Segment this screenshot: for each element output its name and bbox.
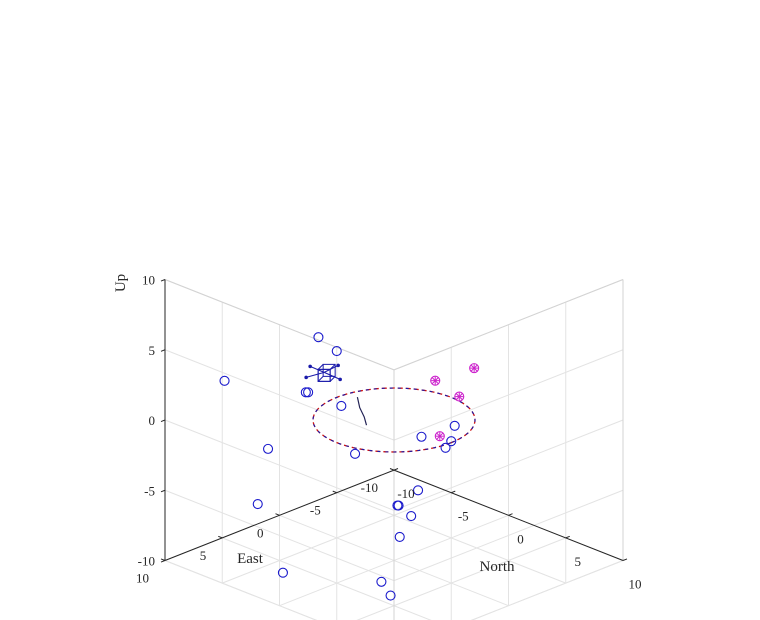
marker-point: [446, 436, 457, 447]
vehicle-edge: [317, 364, 324, 370]
marker-point: [440, 442, 451, 453]
marker-ring: [469, 363, 480, 374]
north-tick: [565, 535, 570, 539]
grid-line: [393, 419, 624, 511]
tick-labels: -10 -5 0 5 10 -10 -5 0 5 10 -10 -5 0 5 10: [136, 273, 642, 592]
x-tick-label: 0: [517, 531, 524, 546]
marker-point: [394, 531, 405, 542]
y-axis-label: East: [237, 551, 264, 567]
grid-line: [222, 537, 432, 620]
z-tick-label: 10: [142, 273, 155, 288]
marker-point: [331, 345, 342, 357]
east-tick: [332, 490, 337, 494]
grid-line: [164, 560, 318, 620]
marker-point: [313, 332, 324, 343]
grid-line: [164, 419, 395, 511]
axes-box: [160, 279, 628, 620]
east-tick: [389, 468, 395, 471]
grid-line: [356, 537, 566, 620]
x-tick-label: 10: [629, 577, 642, 592]
y-tick-label: -5: [310, 503, 321, 518]
up-tick: [160, 419, 166, 423]
x-axis-label: North: [480, 559, 515, 575]
north-tick: [622, 558, 628, 561]
z-tick-label: 5: [149, 343, 156, 358]
vehicle-body-back: [322, 363, 336, 377]
marker-point: [412, 485, 424, 496]
marker-ring: [430, 375, 441, 386]
marker-cross: [431, 377, 439, 385]
highlighted-marker: [469, 363, 480, 374]
vehicle-antenna: [323, 371, 341, 380]
highlighted-marker: [434, 431, 445, 442]
z-tick-label: -5: [144, 483, 155, 498]
grid-line: [393, 349, 624, 441]
marker-point: [416, 431, 427, 442]
orbit-layer: [312, 387, 476, 453]
y-tick-label: -10: [361, 480, 378, 495]
highlighted-marker: [454, 391, 465, 402]
marker-point: [350, 448, 361, 459]
marker-point: [385, 590, 396, 601]
box-edge: [393, 279, 624, 371]
vehicle-antenna-tip: [336, 363, 340, 368]
box-edge: [164, 279, 395, 371]
marker-point: [219, 375, 230, 386]
marker-point: [262, 443, 274, 454]
up-tick: [160, 489, 166, 493]
east-tick: [218, 535, 223, 539]
marker-point: [393, 500, 404, 511]
marker-point: [252, 498, 263, 510]
trajectory-trace: [356, 396, 368, 426]
marker-point: [449, 420, 460, 431]
z-axis-label: Up: [113, 274, 129, 292]
z-tick-label: 0: [149, 413, 156, 428]
marker-layer: [219, 332, 480, 601]
vehicle-antenna-tip: [304, 375, 308, 380]
vehicle-edge: [317, 376, 324, 382]
marker-cross: [455, 393, 463, 400]
east-tick: [275, 513, 280, 516]
y-tick-label: 0: [257, 525, 264, 540]
marker-cross: [470, 364, 478, 372]
vehicle-antenna: [306, 371, 325, 378]
vehicle-antenna: [323, 364, 339, 373]
vehicle-antenna-tip: [338, 377, 342, 382]
marker-point: [406, 510, 417, 522]
vehicle-antenna: [309, 365, 325, 373]
x-tick-label: -5: [458, 509, 469, 524]
highlighted-marker: [430, 375, 441, 386]
north-tick: [451, 490, 456, 494]
marker-ring: [454, 391, 465, 402]
north-tick: [508, 513, 513, 516]
x-tick-label: 5: [575, 554, 582, 569]
z-tick-label: -10: [138, 554, 155, 569]
x-tick-label: -10: [397, 486, 414, 501]
marker-ring: [434, 431, 445, 442]
grid-line: [470, 560, 624, 620]
y-tick-label: 10: [136, 571, 149, 586]
y-tick-label: 5: [200, 548, 207, 563]
marker-point: [300, 387, 311, 398]
vehicle-layer: [304, 363, 342, 382]
north-tick: [393, 468, 399, 471]
marker-cross: [436, 432, 444, 440]
up-tick: [160, 279, 166, 282]
grid-line: [164, 349, 395, 441]
east-tick: [160, 558, 166, 561]
vehicle-antenna-tip: [308, 364, 312, 369]
orbit-path: [312, 387, 476, 453]
marker-point: [303, 387, 314, 398]
marker-point: [277, 567, 288, 578]
marker-point: [336, 400, 347, 411]
marker-point: [376, 576, 387, 587]
up-tick: [160, 349, 166, 352]
